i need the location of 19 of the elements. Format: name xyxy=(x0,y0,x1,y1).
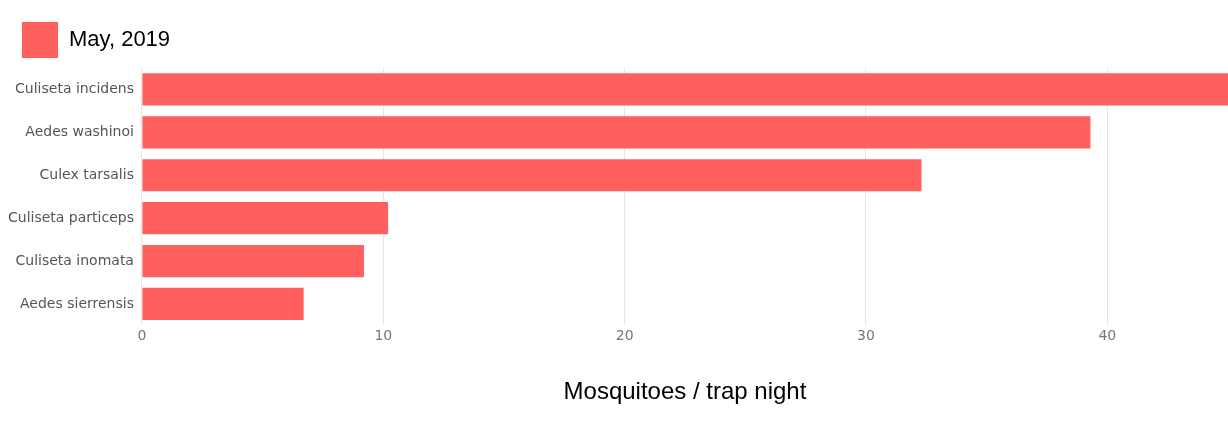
bar xyxy=(142,244,364,278)
legend-label: May, 2019 xyxy=(69,26,171,52)
bar xyxy=(142,202,389,235)
y-tick-label: Aedes washinoi xyxy=(25,122,134,139)
x-tick-label: 0 xyxy=(137,327,147,344)
bar xyxy=(142,116,1091,149)
y-tick-label: Culiseta particeps xyxy=(7,208,134,225)
x-tick-label: 10 xyxy=(374,327,393,344)
x-tick-label: 40 xyxy=(1098,327,1117,344)
y-tick-label: Aedes sierrensis xyxy=(20,294,134,311)
bar xyxy=(142,159,922,192)
bar xyxy=(142,287,304,321)
y-tick-label: Culiseta incidens xyxy=(15,80,134,97)
y-tick-label: Culiseta inomata xyxy=(15,251,134,268)
x-axis-title: Mosquitoes / trap night xyxy=(563,377,807,405)
bar xyxy=(142,73,1228,106)
y-tick-label: Culex tarsalis xyxy=(39,165,134,182)
x-tick-label: 30 xyxy=(857,327,875,344)
x-tick-label: 20 xyxy=(615,327,634,344)
